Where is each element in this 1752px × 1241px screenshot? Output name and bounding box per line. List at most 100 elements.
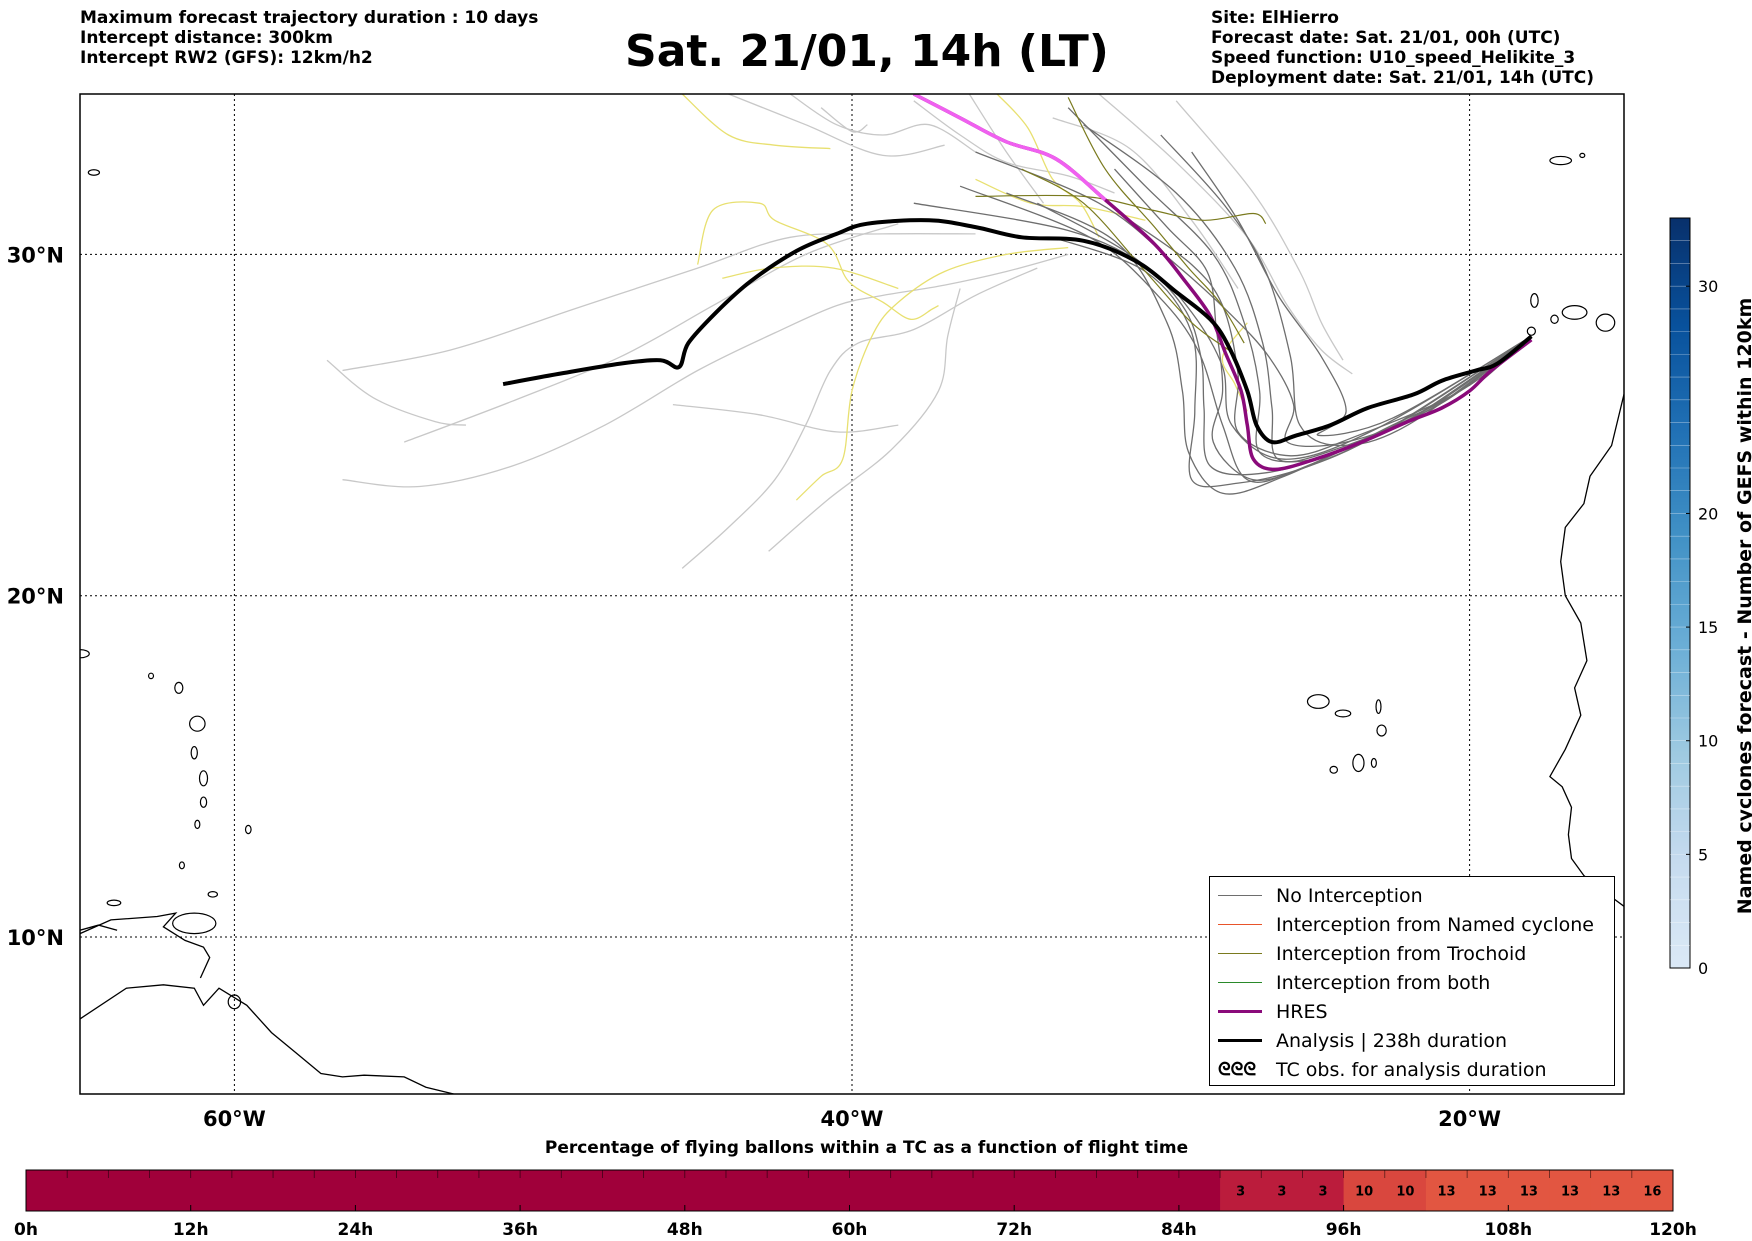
tc-bar-bin (273, 1170, 315, 1211)
ensemble-track-light (789, 94, 976, 153)
legend-swatch (1218, 1010, 1262, 1013)
tc-bar-bin (1178, 1170, 1221, 1211)
ensemble-track-light (728, 94, 945, 157)
island-outline (172, 912, 217, 935)
longitude-label: 40°W (821, 1107, 884, 1131)
tc-bar-value: 13 (1561, 1185, 1579, 1200)
tc-bar-bin (643, 1170, 686, 1211)
legend-label: Interception from both (1276, 971, 1491, 994)
island-outline (1550, 314, 1559, 324)
tc-bar-time-label: 12h (173, 1220, 209, 1240)
tc-bar-bin (1425, 1170, 1468, 1211)
axis-labels: 60°W 40°W 20°W 30°N 20°N 10°N (7, 243, 1501, 1131)
colorbar-tick-label: 30 (1698, 277, 1718, 296)
tc-bar-bin (396, 1170, 439, 1211)
island-outline (147, 672, 155, 680)
tc-bar-bin (1343, 1170, 1386, 1211)
island-outline (1329, 765, 1339, 774)
island-outline (1370, 757, 1377, 768)
run-info-left: Maximum forecast trajectory duration : 1… (80, 8, 538, 68)
tc-bar-bin (1384, 1170, 1427, 1211)
island-outline (1561, 305, 1588, 320)
tc-bar-bin (108, 1170, 151, 1211)
island-outline (1334, 709, 1352, 718)
tc-bar-time-label: 36h (502, 1220, 538, 1240)
latitude-label: 10°N (7, 926, 64, 950)
island-outline (1530, 293, 1539, 308)
tc-bar-bin (190, 1170, 233, 1211)
deployment-date-text: Deployment date: Sat. 21/01, 14h (UTC) (1211, 68, 1595, 88)
tc-bar-value: 13 (1520, 1185, 1538, 1200)
analysis-track (502, 218, 1533, 445)
island-outline (244, 824, 252, 835)
no-interception-track (1083, 124, 1532, 463)
ensemble-track-yellow (975, 178, 1146, 221)
ensemble-track-yellow (795, 246, 1069, 501)
tc-bar-bin (808, 1170, 850, 1211)
colorbar-tick-label: 15 (1698, 618, 1718, 637)
page-title: Sat. 21/01, 14h (LT) (625, 26, 1109, 77)
tc-bar-bin (1055, 1170, 1098, 1211)
tc-bar-bin (314, 1170, 356, 1211)
latitude-label: 20°N (7, 585, 64, 609)
tc-bar-time-label: 120h (1649, 1220, 1697, 1240)
ensemble-track-light (342, 233, 976, 372)
tc-bar-bin (931, 1170, 974, 1211)
legend-item: No Interception (1210, 881, 1614, 910)
tc-bar-bin (1220, 1170, 1262, 1211)
colorbar-tick-label: 0 (1698, 959, 1708, 978)
legend-swatch (1218, 1039, 1262, 1042)
tc-bar-bin (67, 1170, 109, 1211)
site-text: Site: ElHierro (1211, 8, 1339, 28)
legend-label: No Interception (1276, 884, 1423, 907)
legend-swatch (1218, 895, 1262, 896)
legend-label: TC obs. for analysis duration (1276, 1058, 1547, 1081)
legend: No Interception Interception from Named c… (1209, 876, 1615, 1086)
island-outline (1375, 699, 1382, 715)
south-america-coastline (80, 912, 211, 979)
island-outline (1352, 753, 1365, 773)
coastlines (80, 152, 1624, 1094)
ensemble-track-yellow (681, 94, 831, 150)
tc-bar-title: Percentage of flying ballons within a TC… (544, 1138, 1189, 1158)
tc-bar-time-label: 48h (667, 1220, 703, 1240)
tc-bar-bin (149, 1170, 192, 1211)
tc-bar-bin (437, 1170, 480, 1211)
no-interception-track (1129, 219, 1532, 457)
island-outline (1549, 155, 1573, 166)
ensemble-track-light (326, 359, 467, 426)
run-info-right: Site: ElHierro Forecast date: Sat. 21/01… (1211, 8, 1594, 88)
map-frame (79, 93, 1625, 1095)
tc-bar-time-label: 60h (832, 1220, 868, 1240)
trajectories (326, 94, 1533, 569)
island-outline (1306, 694, 1330, 709)
tc-obs-icon: ᘓᘓᘓ (1218, 1059, 1257, 1080)
tc-bar-bin (1302, 1170, 1345, 1211)
island-outline (178, 861, 185, 870)
colorbar-tick-label: 20 (1698, 504, 1718, 523)
legend-label: Interception from Named cyclone (1276, 913, 1594, 936)
island-outline (227, 994, 242, 1010)
island-outline (189, 715, 206, 732)
tc-bar-value: 3 (1318, 1185, 1327, 1200)
tc-bar-time-label: 0h (14, 1220, 38, 1240)
island-outline (174, 681, 184, 694)
ensemble-track-yellow (722, 265, 899, 290)
ensemble-track-light (403, 223, 899, 443)
legend-item: Interception from Named cyclone (1210, 910, 1614, 939)
tc-bar-bin (890, 1170, 933, 1211)
ensemble-track-light (1175, 100, 1344, 361)
tc-bar-bin (1014, 1170, 1056, 1211)
tc-bar-value: 10 (1355, 1185, 1373, 1200)
island-outline (1526, 326, 1536, 336)
island-outline (1595, 313, 1616, 332)
tc-bar-time-label: 72h (996, 1220, 1032, 1240)
africa-coastline (1549, 394, 1624, 907)
tc-bar-time-label: 84h (1161, 1220, 1197, 1240)
speed-function-text: Speed function: U10_speed_Helikite_3 (1211, 48, 1576, 68)
longitude-label: 60°W (203, 1107, 266, 1131)
legend-swatch (1218, 924, 1262, 925)
ensemble-track-light (968, 94, 1045, 204)
island-outline (1376, 724, 1387, 737)
tc-bar-bin (1137, 1170, 1180, 1211)
